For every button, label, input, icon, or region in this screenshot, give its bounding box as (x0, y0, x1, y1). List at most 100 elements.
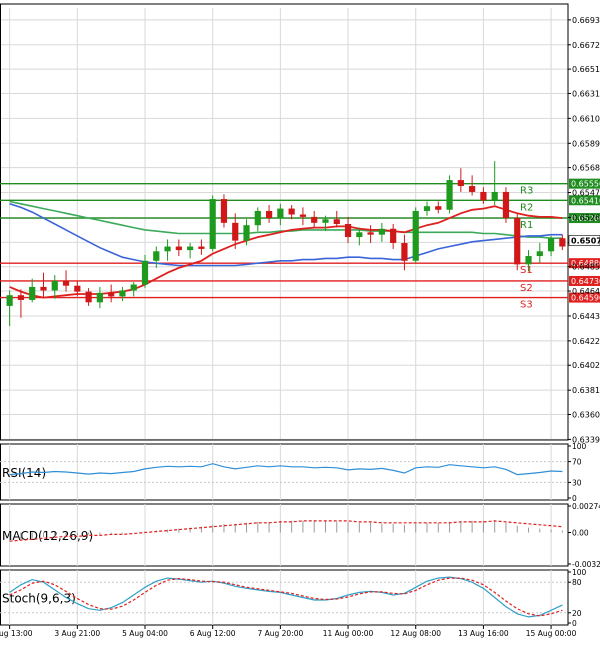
candle-body (367, 232, 373, 234)
level-label-r2: R2 (520, 202, 533, 213)
candle-body (18, 295, 24, 300)
candle-body (300, 215, 306, 217)
candle-body (548, 238, 554, 251)
stoch-panel: 80 200 100 Stoch(9,6,3) (0, 568, 587, 628)
candle-bearish (345, 217, 351, 243)
candle-body (334, 219, 340, 224)
candle-body (537, 251, 543, 256)
price-tick-label: 0.65265 (572, 213, 600, 222)
price-tick-label: 0.65685 (572, 164, 600, 173)
candle-body (266, 211, 272, 218)
candle-body (322, 219, 328, 223)
candle-bullish (446, 175, 452, 213)
candle-bullish (153, 247, 159, 268)
candle-body (458, 180, 464, 186)
candle-bearish (311, 211, 317, 228)
candle-bearish (40, 273, 46, 298)
candle-bearish (514, 213, 520, 270)
candle-body (243, 225, 249, 240)
candle-body (435, 206, 441, 210)
candle-body (153, 251, 159, 260)
candle-body (401, 243, 407, 261)
candle-bullish (548, 236, 554, 256)
candle-body (390, 229, 396, 243)
stoch-k-line (10, 577, 563, 617)
candle-body (446, 180, 452, 210)
time-tick-label: 6 Aug 12:00 (190, 629, 236, 638)
price-tick-label: 0.64435 (572, 312, 600, 321)
price-tick-label: 0.64645 (572, 287, 600, 296)
time-axis: 2 Aug 13:003 Aug 21:005 Aug 04:006 Aug 1… (0, 625, 577, 638)
candle-bearish (435, 201, 441, 213)
candle-bearish (390, 224, 396, 249)
stoch-tick-label: 0 (572, 619, 577, 628)
time-tick-label: 13 Aug 16:00 (458, 629, 509, 638)
candle-body (7, 295, 13, 306)
ma-mid-line (10, 204, 563, 266)
stoch-border (1, 570, 569, 625)
candle-body (29, 287, 35, 300)
stoch-title: Stoch(9,6,3) (2, 592, 76, 606)
candle-bearish (503, 187, 509, 223)
candle-body (119, 290, 125, 296)
candle-bearish (367, 225, 373, 243)
candle-bullish (97, 287, 103, 308)
candle-bearish (63, 270, 69, 291)
candle-bearish (401, 235, 407, 271)
candle-bearish (559, 235, 565, 250)
candle-body (525, 256, 531, 264)
candle-bullish (7, 290, 13, 326)
candle-bearish (458, 168, 464, 192)
candle-body (311, 217, 317, 223)
candle-bullish (142, 255, 148, 288)
candle-bearish (266, 205, 272, 223)
current-price-label: 0.65071 (571, 236, 600, 245)
price-tick-label: 0.65475 (572, 189, 600, 198)
candle-bullish (379, 223, 385, 242)
rsi-border (1, 444, 569, 500)
level-label-s1: S1 (520, 265, 533, 276)
stoch-tick-label: 100 (572, 568, 587, 577)
candle-body (142, 261, 148, 285)
candle-bullish (277, 204, 283, 225)
candle-body (221, 199, 227, 223)
macd-tick-label: 0.002748 (572, 502, 600, 511)
level-label-s2: S2 (520, 283, 533, 294)
candle-bearish (18, 289, 24, 317)
grid-layer (0, 4, 568, 440)
candle-body (345, 224, 351, 237)
candle-body (413, 211, 419, 261)
level-price-label-r2: 0.65410 (571, 196, 600, 205)
level-price-label-r3: 0.65550 (571, 180, 600, 189)
candle-body (514, 218, 520, 264)
stoch-tick-label: 20 (572, 609, 582, 618)
candle-body (469, 186, 475, 192)
time-tick-label: 11 Aug 00:00 (323, 629, 374, 638)
stoch-tick-label: 80 (572, 578, 582, 587)
rsi-tick-label: 100 (572, 442, 587, 451)
candle-body (108, 293, 114, 297)
candle-body (131, 285, 137, 291)
level-label-r1: R1 (520, 220, 533, 231)
candle-body (176, 247, 182, 251)
price-tick-label: 0.64225 (572, 337, 600, 346)
ma-fast-line (10, 206, 563, 297)
candle-bearish (300, 207, 306, 225)
candle-body (40, 287, 46, 291)
price-tick-label: 0.63605 (572, 410, 600, 419)
candle-bearish (480, 187, 486, 204)
rsi-tick-label: 30 (572, 478, 582, 487)
candle-body (424, 206, 430, 211)
candle-body (492, 192, 498, 200)
candle-body (210, 199, 216, 249)
level-label-s3: S3 (520, 300, 533, 311)
candle-body (97, 293, 103, 302)
candle-bullish (424, 201, 430, 215)
price-tick-label: 0.66515 (572, 65, 600, 74)
candle-body (198, 247, 204, 249)
